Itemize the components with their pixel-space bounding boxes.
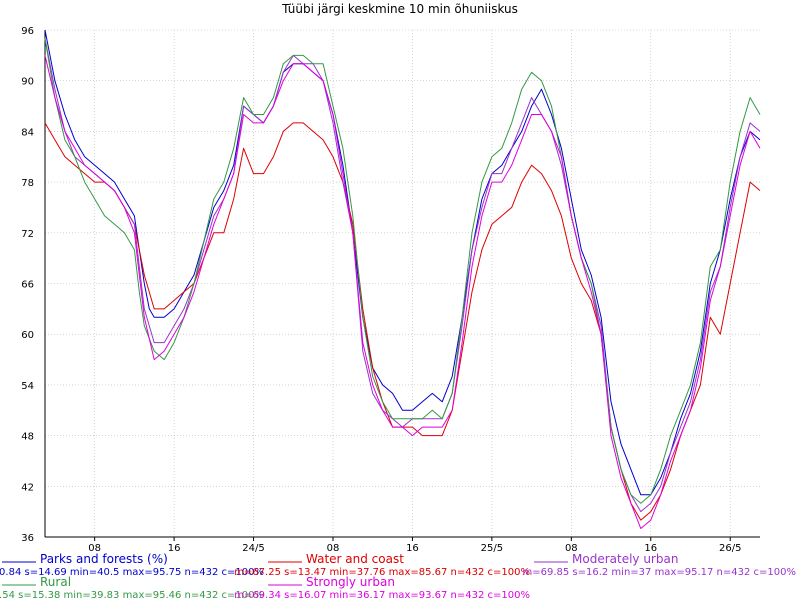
y-tick-label: 90 [21,77,34,88]
y-tick-label: 96 [21,26,34,37]
x-tick-label: 08 [327,543,340,554]
series-line-4 [44,55,761,529]
legend-name-2: Moderately urban [572,552,678,566]
grid [45,29,760,538]
x-tick-label: 24/5 [242,543,264,554]
legend-name-4: Strongly urban [306,575,395,589]
series-line-3 [44,38,761,504]
series-lines [44,29,761,529]
legend-name-0: Parks and forests (%) [40,552,168,566]
x-tick-label: 16 [406,543,419,554]
series-line-2 [44,38,761,513]
y-tick-label: 42 [21,482,34,493]
x-tick-label: 25/5 [481,543,503,554]
x-tick-label: 08 [565,543,578,554]
series-line-1 [44,122,761,521]
series-line-0 [44,29,761,496]
legend-stats-4: m=69.34 s=16.07 min=36.17 max=93.67 n=43… [234,590,530,600]
x-tick-label: 16 [168,543,181,554]
legend-stats-0: m=70.84 s=14.69 min=40.5 max=95.75 n=432… [0,567,264,578]
legend-name-1: Water and coast [306,552,404,566]
x-tick-label: 26/5 [719,543,741,554]
legend-stats-2: m=69.85 s=16.2 min=37 max=95.17 n=432 c=… [522,567,796,578]
y-tick-label: 84 [21,127,34,138]
axes: 36 42 48 54 60 66 72 78 84 90 96 08 16 24/5 08 16 25/5 08… [21,26,760,554]
y-tick-label: 66 [21,280,34,291]
y-tick-label: 48 [21,432,34,443]
x-tick-label: 08 [88,543,101,554]
x-tick-label: 16 [644,543,657,554]
y-tick-label: 36 [21,533,34,544]
legend-stats-3: m=70.54 s=15.38 min=39.83 max=95.46 n=43… [0,590,264,600]
legend: Parks and forests (%)m=70.84 s=14.69 min… [0,552,796,600]
chart-title: Tüübi järgi keskmine 10 min õhuniiskus [281,2,518,16]
y-tick-label: 78 [21,178,34,189]
y-tick-label: 54 [21,381,34,392]
y-tick-label: 60 [21,330,34,341]
legend-stats-1: m=67.25 s=13.47 min=37.76 max=85.67 n=43… [234,567,530,578]
y-tick-label: 72 [21,229,34,240]
legend-name-3: Rural [40,575,71,589]
